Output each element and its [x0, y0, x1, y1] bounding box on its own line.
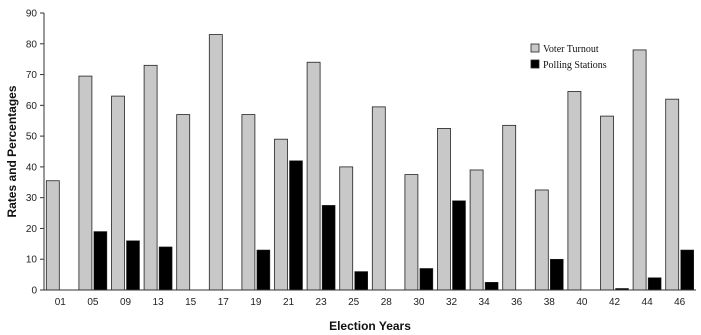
bar-voter-turnout — [371, 106, 386, 291]
x-tick-label: 46 — [674, 297, 686, 308]
x-tick-label: 34 — [479, 297, 491, 308]
x-tick-label: 28 — [381, 297, 393, 308]
x-tick-label: 32 — [446, 297, 458, 308]
y-tick-label: 10 — [26, 255, 38, 266]
bar-polling-stations — [321, 205, 336, 291]
x-tick-label: 25 — [348, 297, 360, 308]
bar-voter-turnout — [78, 75, 93, 291]
bar-polling-stations — [419, 268, 434, 291]
bar-voter-turnout — [469, 169, 484, 291]
bar-voter-turnout — [567, 91, 582, 291]
bar-voter-turnout — [339, 166, 354, 291]
x-tick-label: 21 — [283, 297, 295, 308]
bar-voter-turnout — [437, 128, 451, 291]
bar-voter-turnout — [665, 98, 680, 291]
bar-voter-turnout — [45, 180, 60, 291]
x-tick-label: 23 — [316, 297, 328, 308]
bar-polling-stations — [484, 282, 499, 291]
x-axis-ticks: 01 05 09 13 15 17 19 21 23 25 28 30 32 34 36 38 40 42 44 46 — [55, 297, 686, 308]
bar-polling-stations — [550, 258, 564, 291]
bar-voter-turnout — [111, 95, 125, 291]
legend-swatch-polling-stations — [530, 59, 540, 69]
legend-swatch-voter-turnout — [530, 43, 540, 53]
x-tick-label: 01 — [55, 297, 67, 308]
x-tick-label: 30 — [413, 297, 425, 308]
x-tick-label: 09 — [120, 297, 132, 308]
bar-polling-stations — [680, 249, 694, 291]
x-tick-label: 13 — [153, 297, 165, 308]
bar-polling-stations — [158, 246, 173, 291]
y-tick-label: 0 — [31, 286, 37, 297]
x-tick-label: 40 — [576, 297, 588, 308]
legend-label-voter-turnout: Voter Turnout — [543, 44, 599, 55]
legend-label-polling-stations: Polling Stations — [543, 60, 607, 71]
y-tick-label: 40 — [26, 162, 38, 173]
bar-polling-stations — [647, 277, 662, 291]
y-axis-title: Rates and Percentages — [5, 85, 19, 217]
bar-voter-turnout — [600, 115, 614, 291]
bar-voter-turnout — [241, 114, 256, 291]
y-tick-label: 20 — [26, 224, 38, 235]
bar-voter-turnout — [274, 138, 288, 291]
bar-polling-stations — [126, 240, 140, 291]
x-tick-label: 05 — [87, 297, 99, 308]
x-tick-label: 36 — [511, 297, 523, 308]
bar-voter-turnout — [534, 189, 549, 291]
bar-voter-turnout — [632, 49, 647, 291]
y-tick-label: 70 — [26, 70, 38, 81]
x-tick-label: 19 — [250, 297, 262, 308]
bar-polling-stations — [93, 231, 108, 291]
bar-polling-stations — [452, 200, 466, 291]
x-tick-label: 15 — [185, 297, 197, 308]
x-tick-label: 17 — [218, 297, 230, 308]
y-tick-label: 90 — [26, 9, 38, 20]
y-tick-label: 80 — [26, 39, 38, 50]
bars — [45, 34, 694, 291]
legend: Voter Turnout Polling Stations — [530, 43, 607, 71]
x-tick-label: 42 — [609, 297, 621, 308]
y-tick-label: 30 — [26, 193, 38, 204]
y-tick-label: 60 — [26, 101, 38, 112]
y-tick-label: 50 — [26, 132, 38, 143]
x-tick-label: 44 — [642, 297, 654, 308]
bar-voter-turnout — [404, 174, 419, 291]
y-axis-ticks: 0 10 20 30 40 50 60 70 80 90 — [26, 9, 44, 297]
bar-voter-turnout — [502, 124, 517, 291]
bar-voter-turnout — [176, 114, 191, 291]
bar-voter-turnout — [143, 64, 158, 291]
bar-voter-turnout — [306, 61, 321, 291]
x-axis-title: Election Years — [329, 319, 411, 333]
bar-polling-stations — [289, 160, 303, 291]
bar-polling-stations — [256, 249, 271, 291]
x-tick-label: 38 — [544, 297, 556, 308]
bar-polling-stations — [354, 271, 368, 291]
bar-voter-turnout — [208, 34, 223, 291]
